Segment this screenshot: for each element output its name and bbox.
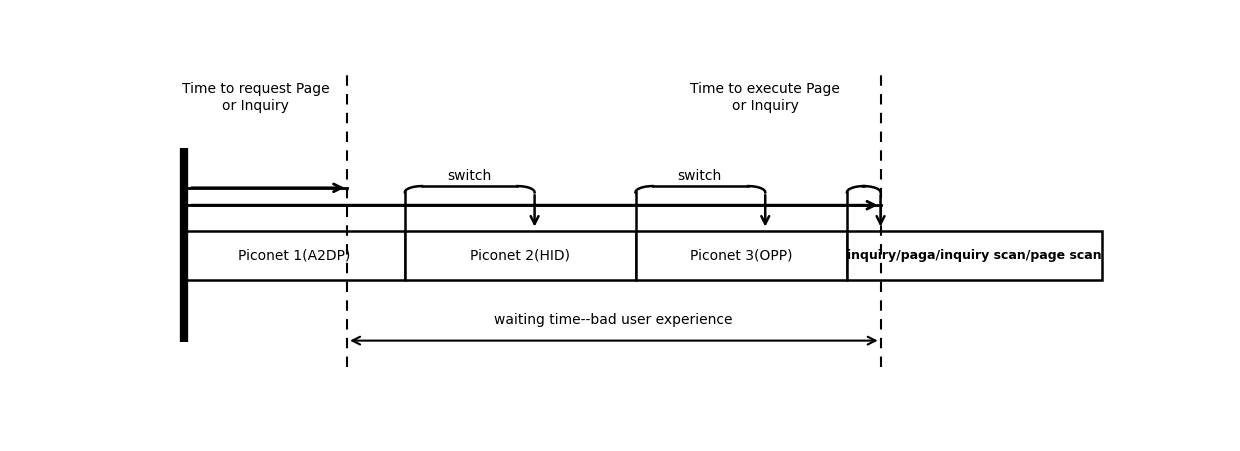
Text: switch: switch <box>678 169 722 183</box>
Bar <box>847 231 1101 280</box>
Bar <box>184 231 404 280</box>
Text: Time to request Page
or Inquiry: Time to request Page or Inquiry <box>182 83 330 113</box>
Bar <box>635 231 847 280</box>
Text: Piconet 3(OPP): Piconet 3(OPP) <box>689 249 792 262</box>
Text: Piconet 2(HID): Piconet 2(HID) <box>470 249 570 262</box>
Bar <box>404 231 635 280</box>
Text: inquiry/paga/inquiry scan/page scan: inquiry/paga/inquiry scan/page scan <box>847 249 1101 262</box>
Text: switch: switch <box>448 169 491 183</box>
Text: waiting time--bad user experience: waiting time--bad user experience <box>495 313 733 327</box>
Text: Time to execute Page
or Inquiry: Time to execute Page or Inquiry <box>691 83 841 113</box>
Text: Piconet 1(A2DP): Piconet 1(A2DP) <box>238 249 351 262</box>
